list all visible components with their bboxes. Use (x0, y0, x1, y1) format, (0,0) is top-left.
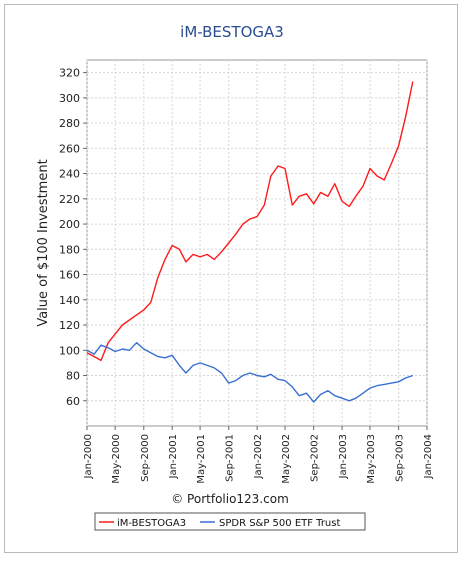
grid (86, 60, 428, 426)
y-tick-label: 260 (59, 142, 80, 155)
legend-label-spdr: SPDR S&P 500 ETF Trust (219, 518, 340, 529)
x-tick-label: Jan-2000 (83, 434, 94, 479)
y-axis-label: Value of $100 Investment (36, 159, 51, 326)
x-tick-label: Jan-2004 (423, 434, 434, 479)
y-tick-label: 220 (59, 193, 80, 206)
x-tick-label: May-2002 (281, 434, 292, 484)
y-tick-label: 60 (66, 395, 80, 408)
x-tick-label: Jan-2001 (168, 434, 179, 479)
y-axis-ticks: 60 80 100 120 140 160 180 200 220 240 260 280 300 320 (59, 67, 87, 408)
y-tick-label: 160 (59, 269, 80, 282)
y-tick-label: 240 (59, 168, 80, 181)
y-tick-label: 180 (59, 243, 80, 256)
x-tick-label: May-2001 (196, 434, 207, 484)
y-tick-label: 300 (59, 92, 80, 105)
x-tick-label: Sep-2000 (140, 434, 151, 482)
y-tick-label: 100 (59, 344, 80, 357)
x-tick-label: May-2000 (111, 434, 122, 484)
x-tick-label: Sep-2002 (310, 434, 321, 482)
legend: iM-BESTOGA3 SPDR S&P 500 ETF Trust (94, 512, 366, 531)
series-line-spdr-s-p-500-etf-trust (86, 342, 414, 403)
y-tick-label: 200 (59, 218, 80, 231)
x-tick-label: May-2003 (366, 434, 377, 484)
x-tick-label: Sep-2001 (225, 434, 236, 482)
series-line-im-bestoga3 (86, 81, 414, 362)
credit-text: © Portfolio123.com (171, 492, 289, 506)
x-tick-label: Jan-2003 (338, 434, 349, 479)
y-tick-label: 280 (59, 117, 80, 130)
legend-box (94, 512, 366, 531)
chart-title: iM-BESTOGA3 (180, 23, 284, 41)
y-tick-label: 80 (66, 370, 80, 383)
y-tick-label: 120 (59, 319, 80, 332)
plot-area (86, 59, 428, 427)
series-lines (86, 81, 414, 403)
x-tick-label: Sep-2003 (395, 434, 406, 482)
legend-label-im-bestoga3: iM-BESTOGA3 (117, 518, 186, 529)
x-axis-ticks: Jan-2000 May-2000 Sep-2000 Jan-2001 May-2001… (83, 426, 434, 484)
y-tick-label: 140 (59, 294, 80, 307)
x-tick-label: Jan-2002 (253, 434, 264, 479)
y-tick-label: 320 (59, 67, 80, 80)
